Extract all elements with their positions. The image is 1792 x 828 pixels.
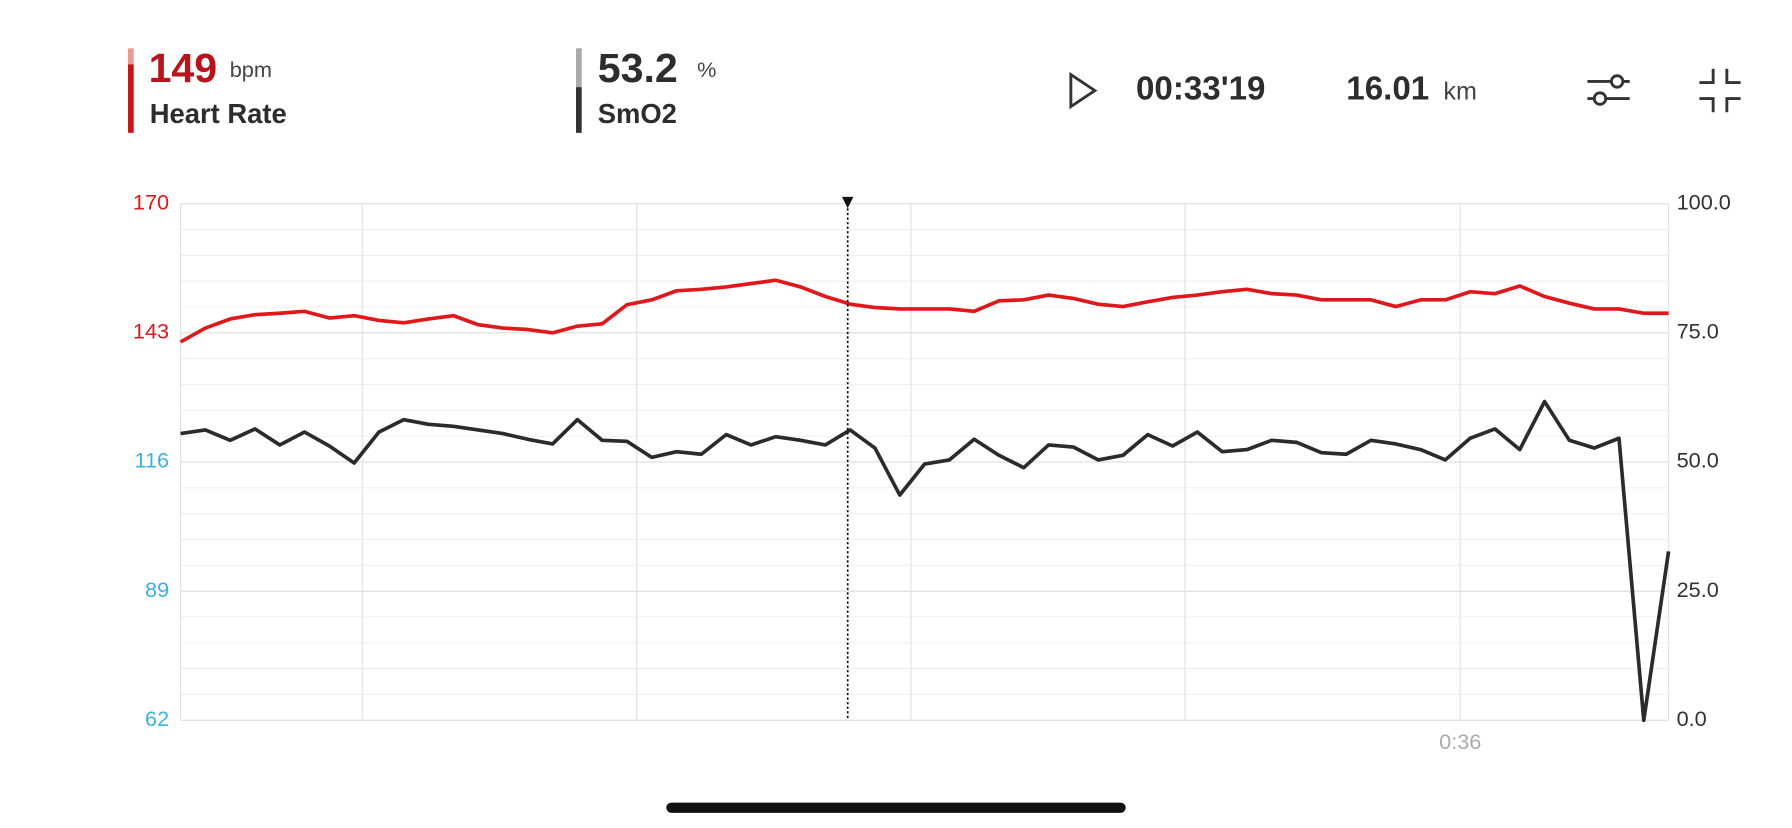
y2-tick-label: 100.0: [1677, 189, 1731, 214]
smo2-indicator: [576, 87, 582, 133]
x-tick-label: 0:36: [1439, 729, 1481, 754]
hr-unit: bpm: [230, 57, 272, 82]
distance-value: 16.01: [1346, 70, 1429, 107]
y2-tick-label: 75.0: [1677, 319, 1719, 344]
y2-tick-label: 25.0: [1677, 577, 1719, 602]
y-tick-label: 62: [145, 706, 169, 731]
hr-value: 149: [149, 45, 218, 91]
hr-label: Heart Rate: [150, 98, 287, 129]
y-tick-label: 170: [133, 189, 169, 214]
hr-indicator-top: [128, 48, 134, 65]
y-tick-label: 89: [145, 577, 169, 602]
play-button[interactable]: [1069, 71, 1098, 110]
collapse-button[interactable]: [1699, 68, 1741, 113]
y-tick-label: 143: [133, 319, 169, 344]
y2-tick-label: 0.0: [1677, 706, 1707, 731]
duration: 00:33'19: [1136, 70, 1265, 107]
cursor-handle: [841, 196, 854, 209]
distance-unit: km: [1443, 77, 1477, 105]
y2-tick-label: 50.0: [1677, 448, 1719, 473]
series-line: [179, 278, 1669, 344]
y-tick-label: 116: [135, 448, 170, 473]
chart: 62 89 116 143 170 0.0 25.0 50.0 75.0 100.0 0:36: [133, 189, 1731, 753]
smo2-indicator-top: [576, 48, 582, 88]
smo2-value: 53.2: [598, 45, 678, 91]
home-indicator: [666, 802, 1126, 813]
hr-indicator: [128, 64, 134, 133]
settings-button[interactable]: [1587, 74, 1630, 106]
series-line: [180, 399, 1671, 723]
smo2-unit: %: [697, 57, 716, 82]
smo2-label: SmO2: [598, 98, 677, 129]
